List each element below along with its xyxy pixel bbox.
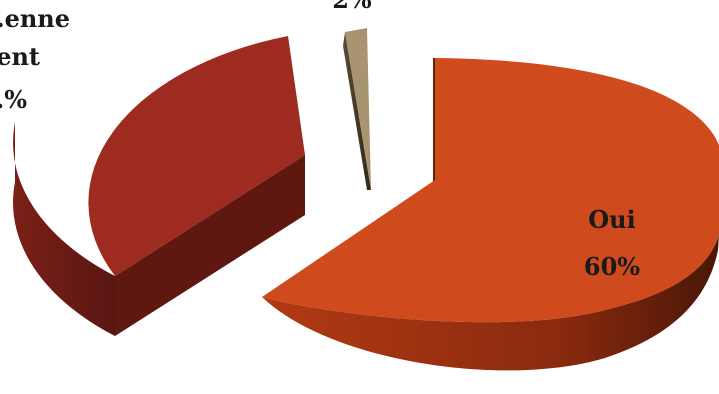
slice-2-label-line2: …ent	[0, 42, 40, 71]
slice-1-top	[262, 58, 719, 323]
slice-2-value-label: …%	[0, 85, 27, 114]
slice-1-label: Oui	[588, 205, 635, 234]
slice-3-side	[343, 32, 371, 190]
slice-2-front-wall	[115, 155, 305, 336]
slice-1-outer-wall	[262, 235, 719, 371]
slice-2-top	[88, 36, 305, 276]
slice-1-wall-shadow	[433, 58, 435, 186]
slice-2-outer-wall	[13, 122, 116, 336]
slice-3-top	[345, 28, 371, 190]
slice-1-value-label: 60%	[584, 252, 640, 281]
slice-3-value-label: 2%	[332, 0, 372, 14]
slice-2-label-line1: …enne	[0, 4, 70, 33]
